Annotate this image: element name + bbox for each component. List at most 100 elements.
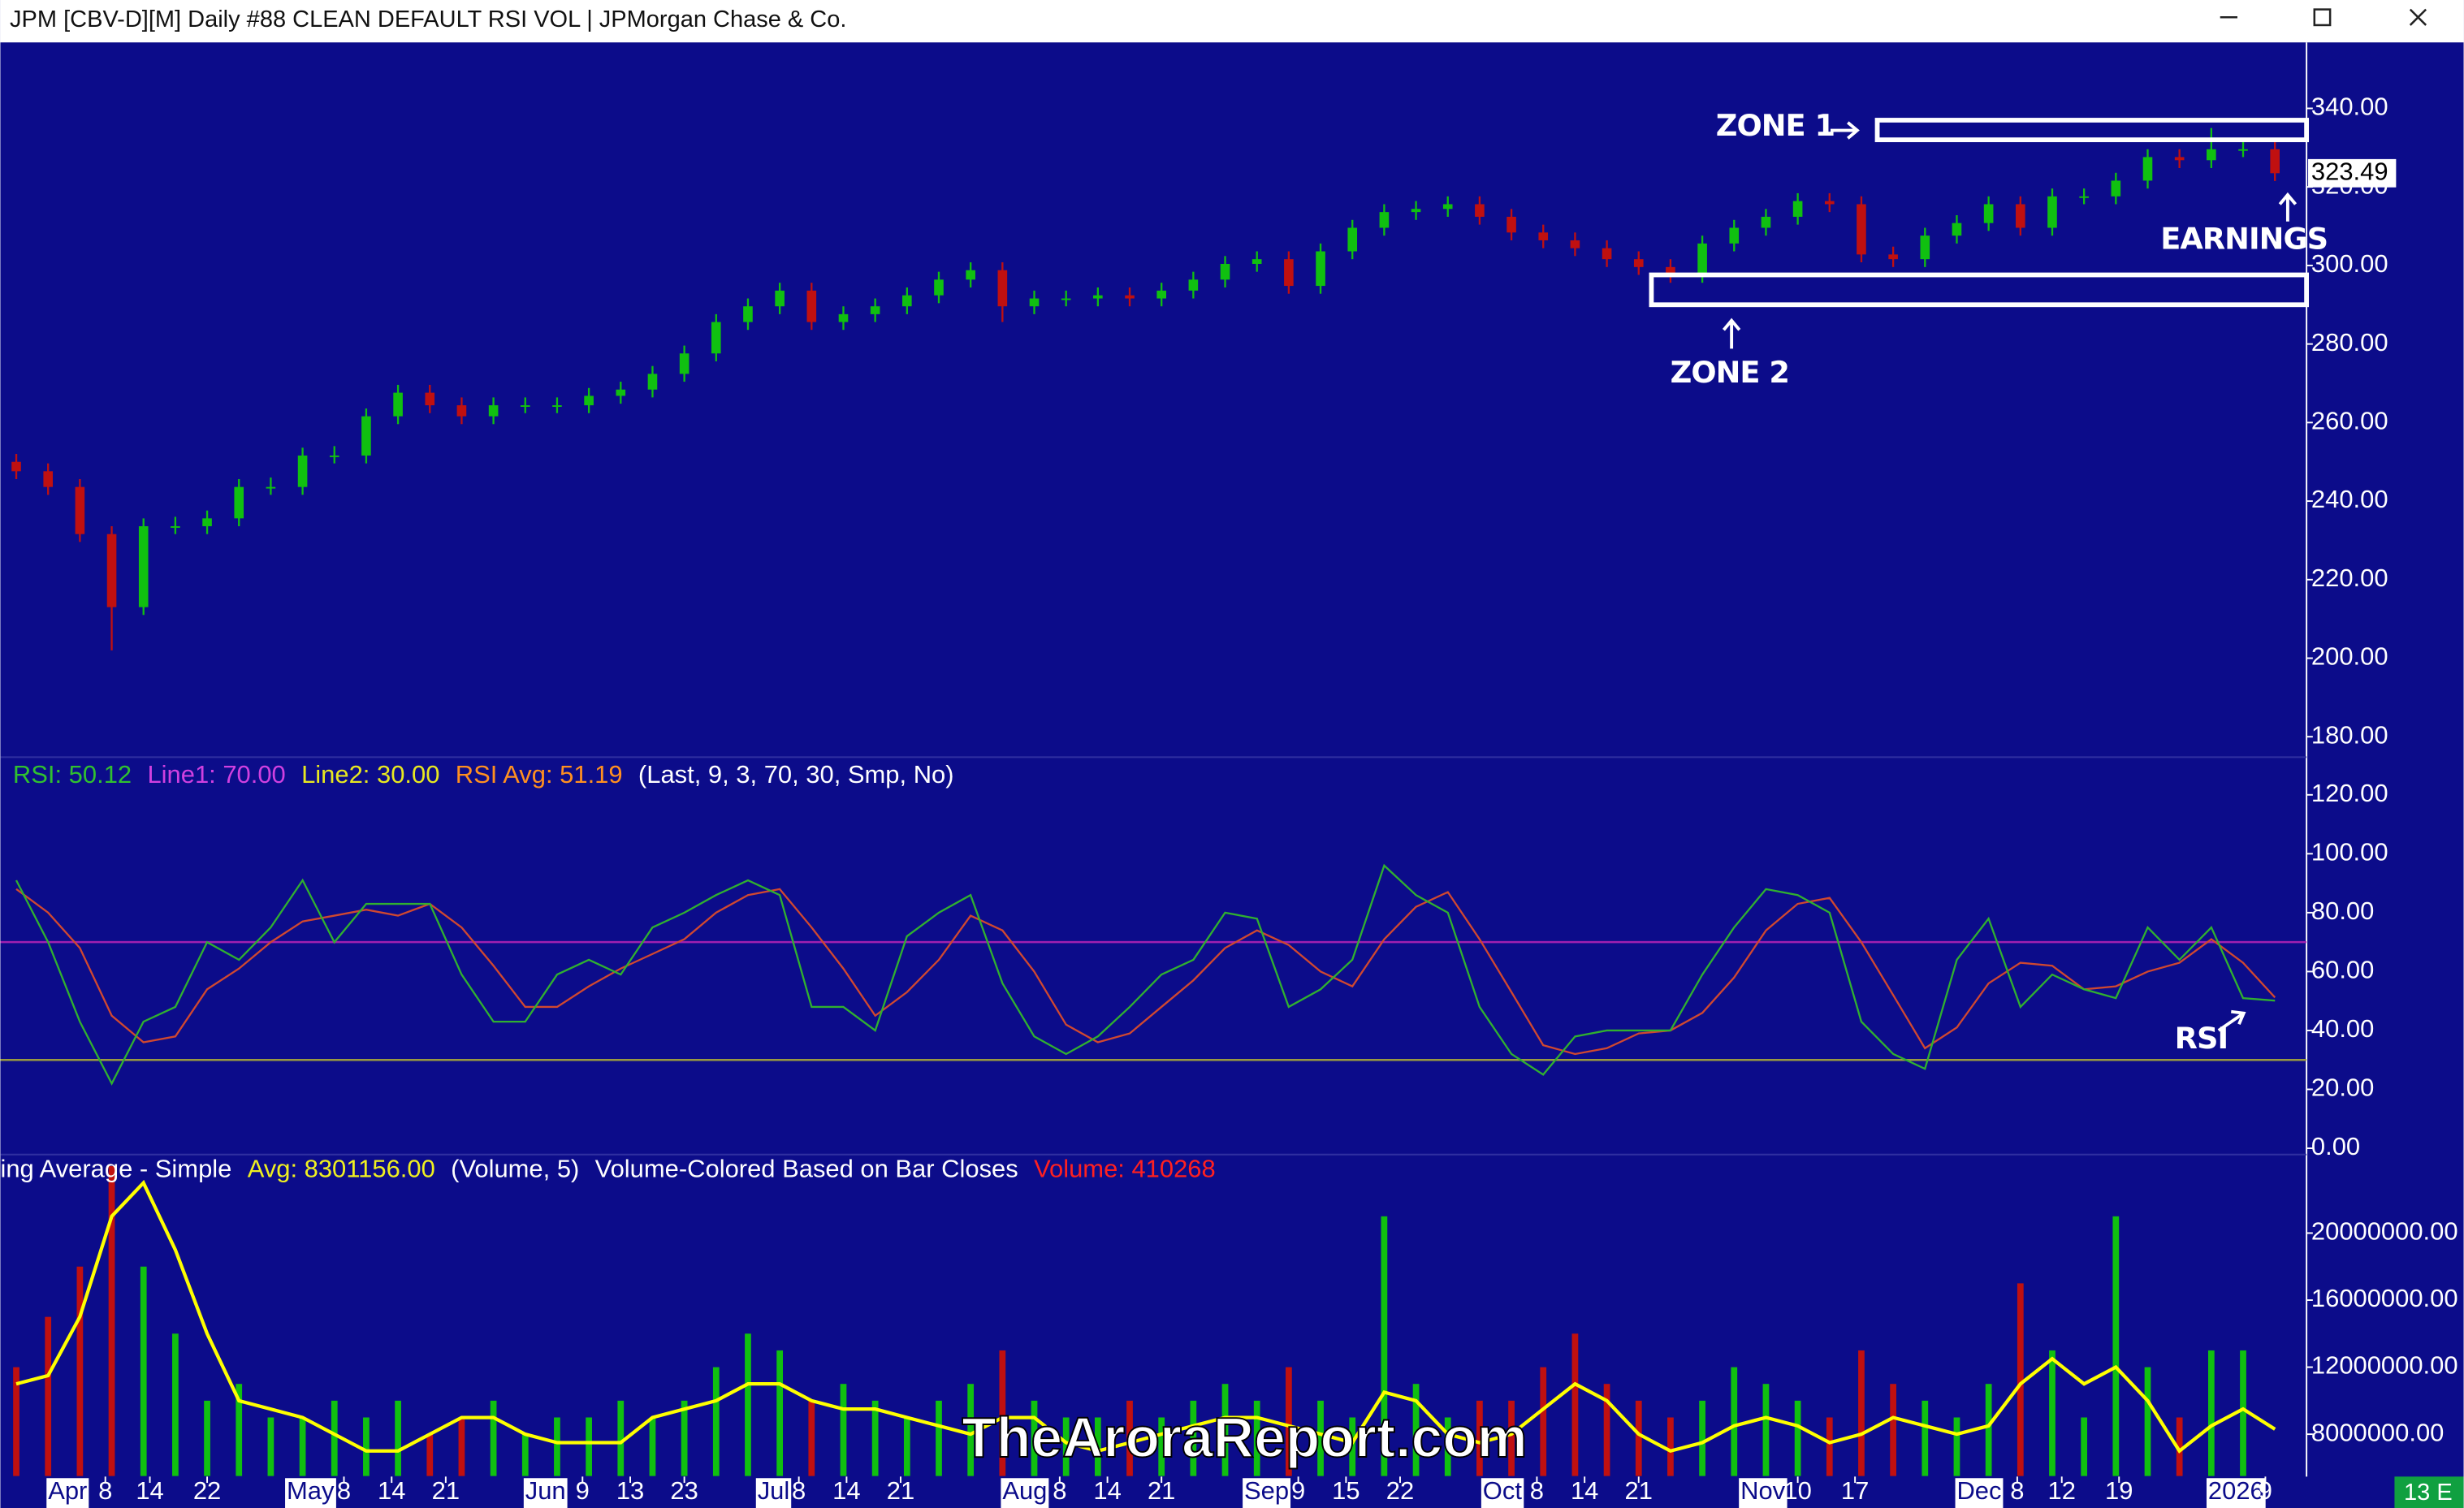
candle-body: [2270, 149, 2280, 174]
candle-body: [934, 279, 944, 296]
x-tick-label: 14: [1093, 1476, 1121, 1505]
volume-bar: [108, 1165, 115, 1476]
candle-body: [2079, 196, 2089, 198]
y-tick-label: 20000000.00: [2311, 1217, 2458, 1246]
candle-body: [1251, 259, 1262, 264]
volume-bar: [299, 1417, 306, 1476]
volume-bar: [76, 1266, 84, 1476]
volume-bar: [1667, 1417, 1674, 1476]
x-tick-label: 21: [1148, 1476, 1175, 1505]
candle-body: [361, 416, 371, 456]
legend-entry: (Last, 9, 3, 70, 30, Smp, No): [638, 760, 954, 789]
candle-body: [1188, 279, 1199, 291]
candle-body: [966, 270, 975, 280]
volume-bar: [1731, 1367, 1738, 1476]
candle-body: [997, 270, 1008, 307]
zone-box: [1649, 272, 2310, 308]
x-tick-label: 8: [792, 1476, 806, 1505]
title-bar: [0, 0, 2464, 43]
candle-body: [106, 534, 117, 607]
x-tick-label: Oct: [1483, 1476, 1523, 1505]
volume-bar: [1603, 1384, 1610, 1476]
rsi-line: [15, 888, 2276, 1056]
candle-body: [1952, 223, 1962, 236]
x-tick-label: 22: [1386, 1476, 1414, 1505]
x-tick-label: 9: [576, 1476, 590, 1505]
volume-bar: [331, 1400, 338, 1476]
y-tick-label: 8000000.00: [2311, 1418, 2444, 1446]
x-tick-box: [523, 1478, 568, 1508]
x-tick-label: 8: [1053, 1476, 1066, 1505]
watermark: TheAroraReport.com: [962, 1406, 1527, 1469]
volume-bar: [1985, 1384, 1992, 1476]
x-tick-label: 14: [832, 1476, 860, 1505]
x-tick-label: Sep: [1244, 1476, 1289, 1505]
candle-body: [1538, 232, 1549, 240]
legend-entry: Line1: 70.00: [147, 760, 285, 789]
volume-bar: [204, 1400, 210, 1476]
candle-body: [1506, 216, 1516, 233]
zone-box: [1874, 118, 2310, 143]
last-price-box: [2308, 158, 2397, 188]
volume-bar: [936, 1400, 942, 1476]
candle-body: [2174, 157, 2185, 161]
volume-bar: [2112, 1216, 2120, 1476]
x-tick-label: 2026: [2208, 1476, 2264, 1505]
candle-body: [425, 392, 435, 406]
candle-body: [456, 405, 467, 417]
y-tick-label: 200.00: [2311, 642, 2388, 671]
legend-entry: Line2: 30.00: [301, 760, 439, 789]
volume-bar: [1031, 1400, 1038, 1476]
candle-body: [2207, 149, 2216, 161]
legend-entry: RSI: 50.12: [13, 760, 132, 789]
x-tick-label: Jul: [758, 1476, 790, 1505]
volume-bar: [172, 1333, 179, 1476]
y-tick-label: 300.00: [2311, 249, 2388, 278]
volume-bar: [1349, 1417, 1356, 1476]
x-tick-label: 14: [136, 1476, 163, 1505]
x-tick-box: [1955, 1478, 2004, 1508]
candle-body: [2016, 204, 2025, 228]
candle-body: [1888, 254, 1898, 260]
volume-bar: [1540, 1367, 1547, 1476]
volume-bar: [1571, 1333, 1579, 1476]
candle-body: [1602, 248, 1612, 260]
x-tick-label: May: [287, 1476, 335, 1505]
volume-bar: [1508, 1400, 1515, 1476]
candle-body: [2142, 157, 2153, 181]
y-tick-label: 16000000.00: [2311, 1284, 2458, 1312]
x-tick-box: [755, 1478, 792, 1508]
candle-body: [488, 405, 499, 417]
candle-body: [838, 313, 849, 322]
rsi-label: RSI: [2175, 1021, 2228, 1056]
candle-body: [1824, 201, 1835, 205]
maximize-button[interactable]: [2313, 8, 2332, 27]
window-controls[interactable]: [2220, 8, 2427, 27]
arrow: [1722, 318, 1741, 349]
candle-body: [520, 405, 530, 408]
candle-body: [1697, 243, 1707, 275]
candle-body: [1347, 227, 1358, 252]
corner-badge-box: [2394, 1476, 2464, 1508]
volume-bar: [649, 1417, 656, 1476]
candle-body: [870, 306, 880, 314]
zone-2-label: ZONE 2: [1671, 355, 1789, 390]
y-tick-label: 240.00: [2311, 485, 2388, 513]
candle-body: [1029, 298, 1040, 307]
x-tick-label: 22: [193, 1476, 221, 1505]
x-tick-box: [46, 1478, 89, 1508]
window-title: JPM [CBV-D][M] Daily #88 CLEAN DEFAULT R…: [10, 6, 846, 32]
volume-bar: [554, 1417, 560, 1476]
candle-body: [616, 389, 626, 396]
candle-body: [1666, 266, 1675, 275]
volume-bar: [1762, 1384, 1770, 1476]
close-button[interactable]: [2409, 8, 2427, 26]
candle-body: [1570, 240, 1580, 248]
rsi-lines: [0, 863, 2307, 1086]
volume-bar: [458, 1417, 465, 1476]
y-tick-label: 40.00: [2311, 1014, 2374, 1043]
volume-bar: [1794, 1400, 1801, 1476]
x-tick-label: 8: [1530, 1476, 1544, 1505]
